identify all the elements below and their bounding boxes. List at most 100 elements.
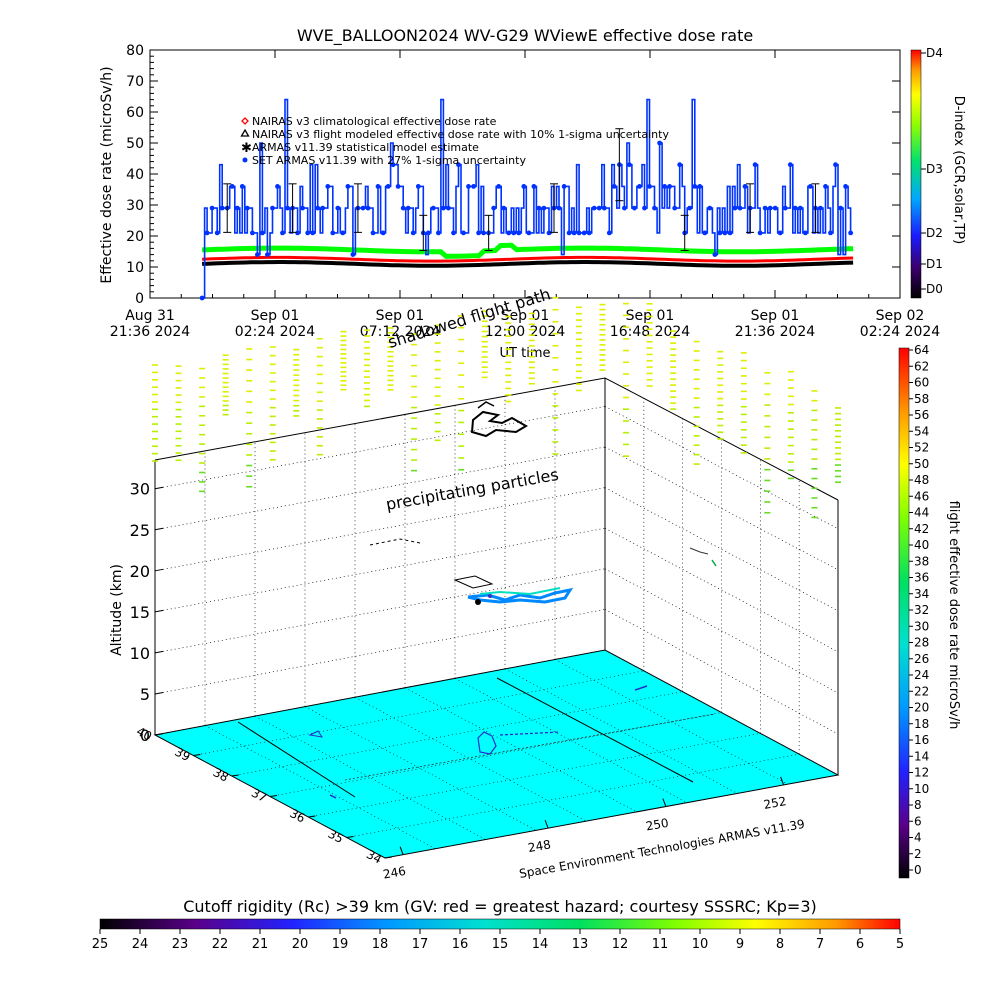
series-set-armas-point	[823, 184, 828, 189]
dose-colorbar-label: 4	[914, 831, 922, 845]
rigidity-tick-label: 19	[332, 937, 349, 952]
altitude-tick-label: 10	[130, 644, 150, 663]
series-set-armas-point	[772, 205, 778, 211]
series-set-armas-point	[647, 184, 652, 189]
series-set-armas-point	[586, 230, 592, 236]
series-set-armas-point	[380, 230, 386, 236]
series-set-armas-point	[239, 184, 245, 189]
altitude-tick-label: 5	[140, 685, 150, 704]
series-set-armas-point	[506, 230, 512, 236]
series-set-armas-point	[652, 205, 657, 211]
series-armas-model-line	[202, 242, 854, 259]
dose-colorbar-label: 28	[914, 636, 929, 650]
series-set-armas-point	[581, 230, 587, 236]
latitude-tick	[384, 856, 393, 859]
series-set-armas-point	[370, 230, 376, 236]
dose-colorbar-label: 36	[914, 571, 929, 585]
rigidity-tick-label: 8	[776, 937, 784, 952]
series-set-armas-point	[782, 205, 788, 211]
x-tick-label-date: Aug 31	[125, 308, 175, 324]
series-set-armas-point	[742, 184, 748, 189]
series-set-armas-point	[516, 230, 522, 236]
rigidity-tick-label: 17	[412, 937, 429, 952]
series-set-armas-point	[320, 205, 326, 211]
rigidity-tick-label: 14	[532, 937, 549, 952]
flight-path	[453, 575, 574, 605]
latitude-tick-label: 34	[364, 847, 384, 867]
x-axis-label: UT time	[500, 346, 551, 361]
dose-colorbar-label: 22	[914, 684, 929, 698]
series-set-armas-point	[405, 205, 411, 211]
series-set-armas-point	[234, 205, 240, 211]
dose-colorbar-label: 58	[914, 392, 929, 406]
y-tick-label: 70	[126, 74, 144, 90]
dose-colorbar-label: 60	[914, 376, 929, 390]
dose-colorbar-label: 26	[914, 652, 929, 666]
d-index-label: D2	[926, 226, 943, 240]
series-set-armas-point	[757, 230, 763, 236]
rigidity-tick-label: 25	[92, 937, 109, 952]
altitude-axis: 0 5 10 15 20 25 30	[130, 480, 164, 745]
series-set-armas-point	[471, 184, 476, 189]
series-set-armas-point	[777, 230, 783, 236]
series-set-armas-point	[687, 205, 693, 211]
series-set-armas-point	[481, 230, 486, 236]
series-set-armas-point	[285, 205, 290, 211]
y-tick-label: 60	[126, 105, 144, 121]
dose-colorbar-label: 64	[914, 343, 929, 357]
series-set-armas-point	[601, 205, 607, 211]
dose-colorbar-label: 24	[914, 668, 929, 682]
series-set-armas-point	[848, 230, 853, 236]
d-index-title: D-index (GCR,solar,TP)	[951, 96, 966, 244]
series-set-armas-point	[762, 205, 768, 211]
dose-colorbar-label: 54	[914, 424, 929, 438]
y-tick-label: 80	[126, 43, 144, 59]
floor-features	[237, 677, 716, 799]
dose-colorbar-label: 56	[914, 408, 929, 422]
wall-grid-line	[154, 527, 606, 613]
dose-colorbar-label: 38	[914, 554, 929, 568]
altitude-tick-label: 15	[130, 603, 150, 622]
model-series	[202, 242, 854, 268]
dose-colorbar-label: 20	[914, 701, 929, 715]
rigidity-tick-label: 18	[372, 937, 389, 952]
series-set-armas-point	[797, 205, 803, 211]
x-tick-label-time: 07:12 2024	[360, 324, 441, 340]
rigidity-colorbar-labels: 25 24 23 22 21 20 19 18 17 16 15 14 13 12 11 10 9 8 7 6 5	[92, 929, 904, 952]
floor-grid-line	[346, 753, 800, 838]
series-set-armas-point	[476, 230, 481, 236]
y-tick-label: 20	[126, 229, 144, 245]
series-set-armas-point	[430, 205, 436, 211]
series-set-armas-point	[400, 205, 406, 211]
latitude-tick	[231, 774, 239, 777]
series-set-armas-point	[199, 295, 205, 301]
series-set-armas-point	[214, 230, 220, 236]
d-index-label: D4	[926, 46, 943, 60]
altitude-axis-label: Altitude (km)	[109, 564, 125, 656]
series-set-armas-point	[611, 184, 617, 189]
dose-colorbar-label: 2	[914, 847, 922, 861]
series-set-armas-point	[385, 184, 391, 189]
series-set-armas-point	[280, 230, 285, 236]
series-set-armas-point	[395, 184, 401, 189]
altitude-tick	[154, 568, 164, 572]
series-set-armas-point	[436, 230, 441, 236]
floor-grid-line	[269, 712, 722, 797]
series-set-armas-point	[466, 184, 471, 189]
series-set-armas-point	[270, 205, 275, 211]
legend-label: SET ARMAS v11.39 with 27% 1-sigma uncert…	[252, 154, 526, 167]
legend-label: NAIRAS v3 flight modeled effective dose …	[252, 128, 669, 141]
series-set-armas-point	[456, 162, 461, 168]
shadowed-flight-path	[470, 401, 528, 438]
series-set-armas-point	[451, 230, 456, 236]
latitude-tick-label: 40	[134, 724, 154, 744]
series-set-armas-point	[622, 205, 627, 211]
x-tick-label-date: Sep 01	[751, 308, 800, 324]
y-tick-label: 40	[126, 167, 144, 183]
altitude-tick-label: 0	[140, 726, 150, 745]
series-set-armas-point	[722, 230, 728, 236]
series-set-armas-point	[697, 184, 703, 189]
dose-colorbar-label: 48	[914, 473, 929, 487]
x-tick-label-time: 02:24 2024	[860, 324, 941, 340]
latitude-tick	[346, 836, 354, 838]
